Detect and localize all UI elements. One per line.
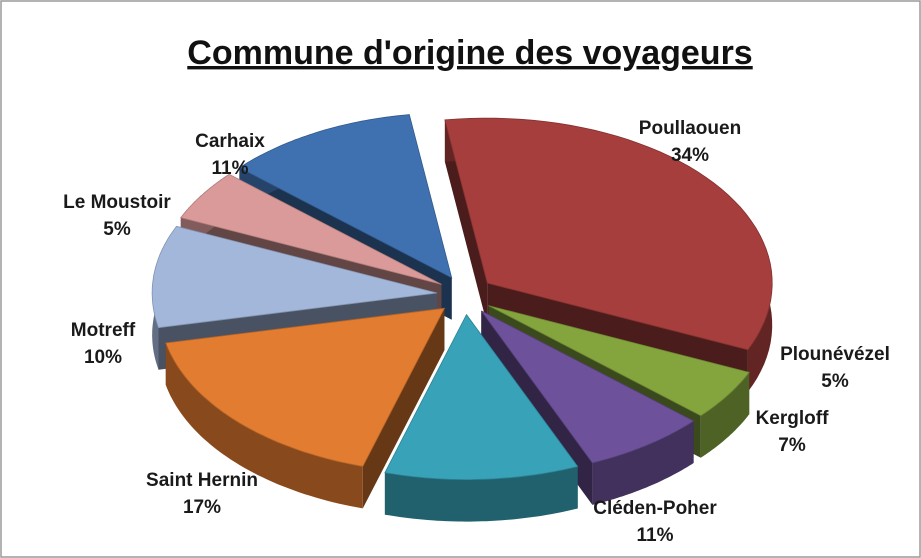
slice [480,310,695,505]
slice-label: Saint Hernin [146,470,258,491]
slice-top [151,225,438,329]
slice-value-label: 10% [84,347,122,368]
slice-top [180,173,442,285]
slice [165,307,446,509]
slice-top [165,307,446,467]
slice-top [444,117,773,351]
slice-label: Le Moustoir [63,192,171,213]
slice [384,313,579,522]
slice-side [362,308,445,509]
slice-value-label: 11% [212,158,249,179]
slice-label: Motreff [71,320,136,341]
slice-label: Carhaix [195,131,265,152]
slice-label: Poullaouen [639,118,741,139]
chart-title: Commune d'origine des voyageurs [187,34,752,72]
slice-top [238,114,453,279]
slice-value-label: 34% [671,145,709,166]
slice-wall [384,466,578,522]
slice-value-label: 7% [778,435,806,456]
slice-wall [165,343,363,509]
slice-value-label: 5% [821,371,849,392]
slice-wall [592,421,694,505]
slice-value-label: 17% [183,497,221,518]
slice-value-label: 11% [637,525,674,546]
slice-label: Cléden-Poher [593,498,717,519]
slice-side [444,119,488,326]
slice-top [480,310,695,464]
slice-wall [700,372,750,458]
slice [444,117,773,392]
slice-top [384,313,579,480]
slice-label: Kergloff [756,408,830,429]
slice-top [488,305,750,417]
slice-value-label: 5% [103,219,131,240]
slice-label: Plounévézel [780,344,890,365]
